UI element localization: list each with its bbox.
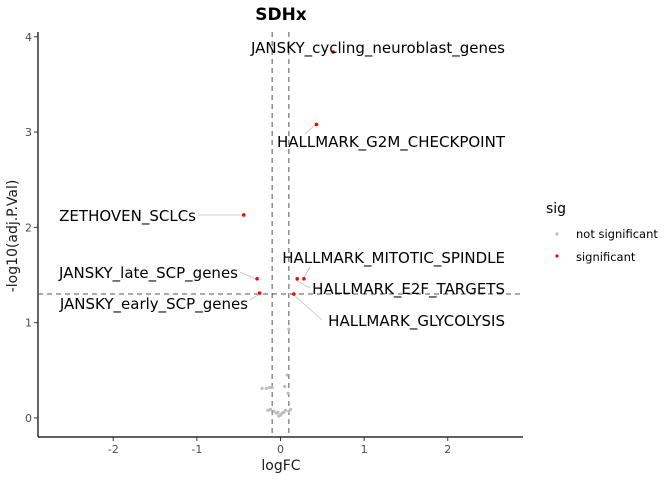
label-connector [249, 294, 259, 301]
y-tick-label: 1 [25, 317, 32, 330]
significant-point [331, 50, 335, 54]
point-label: HALLMARK_GLYCOLYSIS [328, 312, 505, 331]
x-tick-label: 1 [361, 443, 368, 456]
not-significant-point [277, 414, 281, 418]
x-tick-label: -2 [108, 443, 119, 456]
not-significant-point [283, 384, 287, 389]
point-label: JANSKY_late_SCP_genes [58, 264, 238, 283]
significant-point [302, 277, 306, 281]
x-tick-label: 0 [277, 443, 284, 456]
point-label: ZETHOVEN_SCLCs [59, 207, 196, 226]
x-axis-title: logFC [261, 458, 300, 474]
x-tick-label: 2 [444, 443, 451, 456]
significant-point [255, 277, 259, 281]
y-tick-label: 0 [25, 412, 32, 425]
point-label: HALLMARK_G2M_CHECKPOINT [277, 133, 506, 152]
not-significant-point [283, 408, 288, 412]
y-tick-label: 3 [25, 126, 32, 139]
legend: sig not significant significant [546, 201, 658, 264]
label-connector [295, 279, 311, 289]
point-label: JANSKY_early_SCP_genes [59, 295, 248, 314]
not-significant-point [264, 386, 268, 390]
significant-point [257, 291, 262, 295]
y-tick-label: 4 [25, 31, 32, 44]
not-significant-point [276, 410, 280, 414]
legend-title: sig [546, 201, 566, 217]
legend-swatch-not-significant [555, 232, 559, 236]
not-significant-point [285, 373, 289, 377]
significant-point [292, 292, 296, 296]
not-significant-point [266, 408, 270, 412]
x-tick-label: -1 [191, 443, 202, 456]
significant-point [314, 122, 319, 127]
legend-label-significant: significant [576, 250, 636, 264]
point-label: HALLMARK_E2F_TARGETS [312, 280, 505, 299]
label-connector [239, 271, 256, 280]
not-significant-point [288, 407, 293, 411]
not-significant-point [287, 327, 291, 331]
not-significant-point [268, 385, 272, 390]
point-labels: JANSKY_cycling_neuroblast_genes HALLMARK_… [58, 39, 506, 331]
label-connector [304, 123, 317, 135]
not-significant-point [268, 407, 273, 411]
y-axis-title: -log10(adj.P.Val) [5, 180, 21, 293]
legend-swatch-significant [555, 254, 559, 258]
plot-title: SDHx [255, 5, 307, 25]
legend-label-not-significant: not significant [576, 227, 658, 241]
not-significant-point [270, 385, 274, 390]
label-connectors [198, 123, 323, 321]
point-label: HALLMARK_MITOTIC_SPINDLE [282, 249, 505, 268]
axes: -2 -1 0 1 2 0 1 2 3 4 [25, 31, 523, 456]
point-label: JANSKY_cycling_neuroblast_genes [250, 39, 505, 58]
not-significant-point [272, 409, 276, 413]
label-connector [302, 266, 311, 280]
significant-point [295, 277, 300, 281]
y-tick-label: 2 [25, 221, 32, 234]
not-significant-point [286, 391, 290, 395]
label-connector [293, 294, 323, 321]
significant-point [241, 213, 246, 217]
data-points [241, 50, 335, 418]
threshold-lines [38, 32, 523, 437]
not-significant-point [260, 386, 264, 390]
